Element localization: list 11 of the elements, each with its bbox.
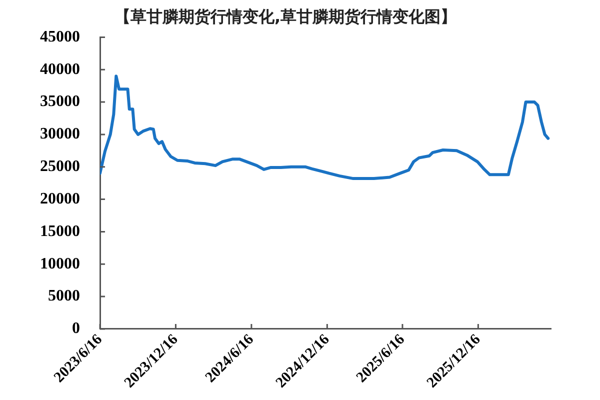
y-tick-label: 0 — [72, 320, 80, 338]
y-tick-label: 30000 — [40, 126, 80, 143]
y-tick-label: 35000 — [40, 93, 80, 110]
y-tick-label: 20000 — [40, 190, 80, 208]
y-tick-label: 25000 — [40, 158, 80, 176]
y-tick-label: 5000 — [48, 288, 80, 305]
y-tick-label: 10000 — [40, 255, 80, 272]
y-tick-label: 15000 — [40, 222, 80, 240]
y-tick-label: 40000 — [40, 60, 80, 78]
y-tick-label: 45000 — [40, 28, 80, 46]
chart-title: 【草甘膦期货行情变化,草甘膦期货行情变化图】 — [114, 6, 457, 26]
